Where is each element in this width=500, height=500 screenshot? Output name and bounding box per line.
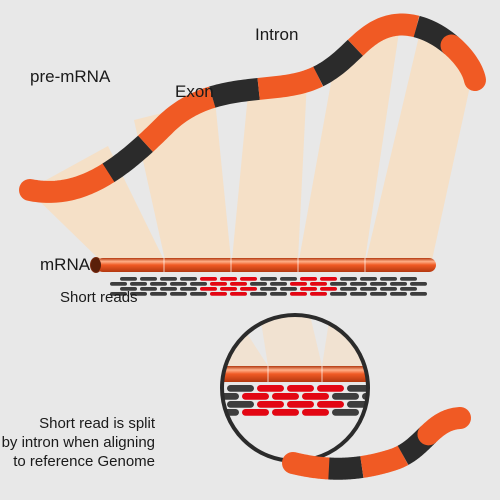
caption-line: to reference Genome — [13, 453, 155, 470]
shortreads-label: Short reads — [60, 289, 138, 306]
mrna-label: mRNA — [40, 255, 91, 274]
premrna-label: pre-mRNA — [30, 67, 111, 86]
exon-label: Exon — [175, 82, 214, 101]
mrna-bar — [90, 257, 436, 273]
intron-label: Intron — [255, 25, 298, 44]
caption-line: by intron when aligning — [2, 434, 155, 451]
caption-line: Short read is split — [39, 415, 156, 432]
